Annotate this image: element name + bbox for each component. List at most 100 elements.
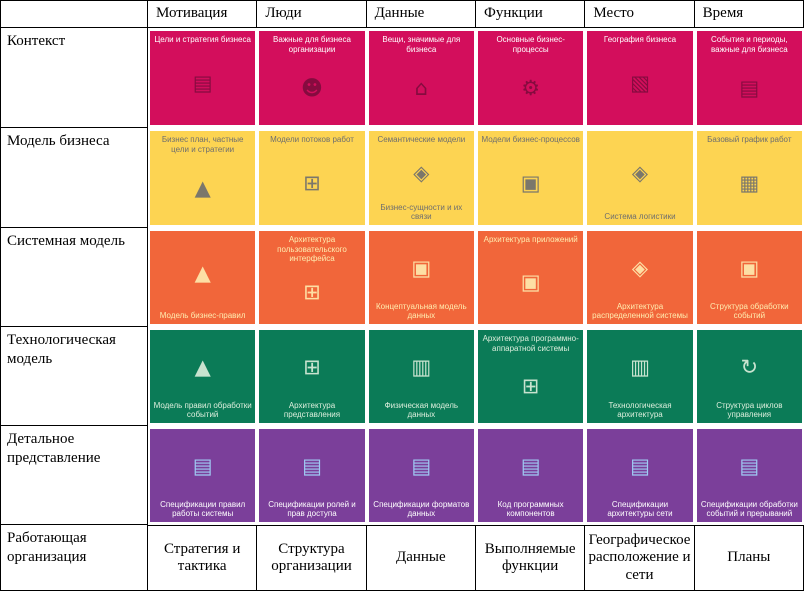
matrix-cell: Модели потоков работ <box>257 128 367 228</box>
icon-wrap <box>699 54 800 122</box>
spec-document-icon <box>630 456 650 477</box>
matrix-cell: События и периоды, важные для бизнеса <box>694 28 804 128</box>
tile-business-motivation: Бизнес план, частные цели и стратегии <box>150 131 256 225</box>
cell-caption: Модели потоков работ <box>270 135 354 144</box>
column-header-time: Время <box>694 0 804 28</box>
matrix-cell: Модели бизнес-процессов <box>476 128 586 228</box>
tile-business-functions: Модели бизнес-процессов <box>478 131 584 225</box>
row-label-technology-model: Технологическая модель <box>0 327 148 426</box>
matrix-cell: Спецификации ролей и прав доступа <box>257 426 367 525</box>
tile-system-people: Архитектура пользовательского интерфейса <box>259 231 365 324</box>
cell-caption: Спецификации форматов данных <box>373 499 470 519</box>
cell-caption: Физическая модель данных <box>384 400 459 420</box>
code-document-icon <box>521 456 541 477</box>
strategy-document-icon <box>193 73 213 94</box>
matrix-cell: Система логистики <box>585 128 695 228</box>
tile-detail-time: Спецификации обработки событий и прерыва… <box>696 429 802 522</box>
cell-caption: Концептуальная модель данных <box>376 301 467 321</box>
cell-caption: Архитектура программно-аппаратной систем… <box>482 334 579 353</box>
footer-cell-organization-structure: Структура организации <box>257 525 367 591</box>
icon-wrap <box>152 334 253 401</box>
cell-caption: Базовый график работ <box>707 135 792 144</box>
cell-caption: Архитектура приложений <box>483 235 578 244</box>
icon-wrap <box>699 433 800 500</box>
matrix-cell: Спецификации обработки событий и прерыва… <box>694 426 804 525</box>
matrix-cell: География бизнеса <box>585 28 695 128</box>
database-icon <box>411 357 431 378</box>
org-chart-icon <box>303 173 321 194</box>
matrix-cell: Семантические модели Бизнес-сущности и и… <box>366 128 476 228</box>
matrix-cell: Спецификации форматов данных <box>366 426 476 525</box>
footer-cell-plans: Планы <box>694 525 804 591</box>
icon-wrap <box>261 54 362 122</box>
matrix-cell: Цели и стратегия бизнеса <box>148 28 258 128</box>
icon-wrap <box>261 433 362 500</box>
tile-technology-motivation: Модель правил обработки событий <box>150 330 256 423</box>
control-cycle-icon <box>741 357 759 378</box>
tile-context-place: География бизнеса <box>587 31 693 125</box>
people-icon <box>301 78 323 99</box>
icon-wrap <box>589 334 690 401</box>
tech-stack-icon <box>630 357 650 378</box>
calendar-document-icon <box>739 78 759 99</box>
footer-cell-data: Данные <box>366 525 476 591</box>
process-flow-icon <box>521 173 541 194</box>
tile-context-functions: Основные бизнес-процессы <box>478 31 584 125</box>
cell-caption: Система логистики <box>604 212 676 222</box>
icon-wrap <box>371 433 472 500</box>
cell-caption: География бизнеса <box>603 35 677 44</box>
matrix-cell: Спецификации архитектуры сети <box>585 426 695 525</box>
cell-caption: Архитектура распределенной системы <box>592 301 688 321</box>
spec-document-icon <box>739 456 759 477</box>
footer-cell-functions: Выполняемые функции <box>476 525 586 591</box>
tile-context-time: События и периоды, важные для бизнеса <box>696 31 802 125</box>
cell-caption: Основные бизнес-процессы <box>496 35 565 54</box>
cell-caption: Код программных компонентов <box>497 499 564 519</box>
pyramid-icon <box>195 357 211 378</box>
footer-cell-geography: Географическое расположение и сети <box>585 525 695 591</box>
icon-wrap <box>371 235 472 302</box>
column-header-motivation: Мотивация <box>148 0 258 28</box>
tile-business-place: Система логистики <box>587 131 693 225</box>
cell-caption: Архитектура представления <box>283 400 341 420</box>
icon-wrap <box>480 145 581 222</box>
tile-detail-data: Спецификации форматов данных <box>368 429 474 522</box>
tile-detail-functions: Код программных компонентов <box>478 429 584 522</box>
cell-caption: Спецификации обработки событий и прерыва… <box>700 499 798 519</box>
gears-icon <box>521 78 540 99</box>
matrix-cell: Бизнес план, частные цели и стратегии <box>148 128 258 228</box>
cell-caption: Модель правил обработки событий <box>153 400 252 420</box>
buildings-icon <box>415 78 428 99</box>
distributed-nodes-icon <box>632 258 648 279</box>
matrix-cell: Важные для бизнеса организации <box>257 28 367 128</box>
matrix-cell: Код программных компонентов <box>476 426 586 525</box>
icon-wrap <box>480 353 581 420</box>
tile-detail-motivation: Спецификации правил работы системы <box>150 429 256 522</box>
org-chart-icon <box>303 282 321 303</box>
icon-wrap <box>480 245 581 321</box>
cell-caption: Структура циклов управления <box>716 400 783 420</box>
icon-wrap <box>699 145 800 222</box>
data-model-icon <box>411 258 431 279</box>
org-chart-icon <box>303 357 321 378</box>
cell-caption: Технологическая архитектура <box>608 400 672 420</box>
footer-cell-strategy: Стратегия и тактика <box>148 525 258 591</box>
entity-diagram-icon <box>413 163 429 184</box>
row-label-system-model: Системная модель <box>0 228 148 327</box>
tile-technology-time: Структура циклов управления <box>696 330 802 423</box>
tile-system-place: Архитектура распределенной системы <box>587 231 693 324</box>
spec-document-icon <box>193 456 213 477</box>
matrix-cell: Концептуальная модель данных <box>366 228 476 327</box>
column-header-data: Данные <box>366 0 476 28</box>
cell-caption: События и периоды, важные для бизнеса <box>710 35 788 54</box>
cell-subcaption: Бизнес-сущности и их связи <box>380 202 463 222</box>
cell-caption: Структура обработки событий <box>710 301 789 321</box>
matrix-cell: Физическая модель данных <box>366 327 476 426</box>
tile-system-time: Структура обработки событий <box>696 231 802 324</box>
matrix-cell: Архитектура представления <box>257 327 367 426</box>
schedule-icon <box>739 173 759 194</box>
icon-wrap <box>152 45 253 122</box>
tile-business-people: Модели потоков работ <box>259 131 365 225</box>
column-header-people: Люди <box>257 0 367 28</box>
